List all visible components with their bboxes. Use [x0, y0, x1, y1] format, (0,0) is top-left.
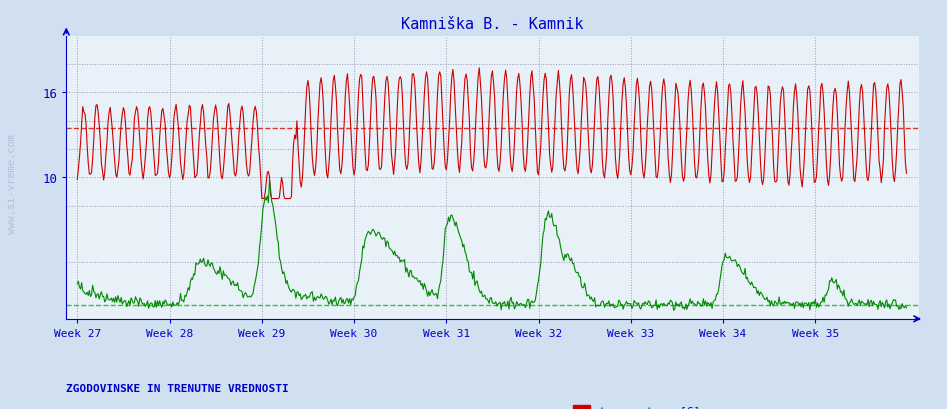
Title: Kamniška B. - Kamnik: Kamniška B. - Kamnik [402, 16, 583, 31]
Text: www.si-vreme.com: www.si-vreme.com [8, 134, 17, 234]
Text: ZGODOVINSKE IN TRENUTNE VREDNOSTI: ZGODOVINSKE IN TRENUTNE VREDNOSTI [66, 383, 289, 393]
Legend: temperatura [C], pretok[m3/s]: temperatura [C], pretok[m3/s] [573, 405, 700, 409]
